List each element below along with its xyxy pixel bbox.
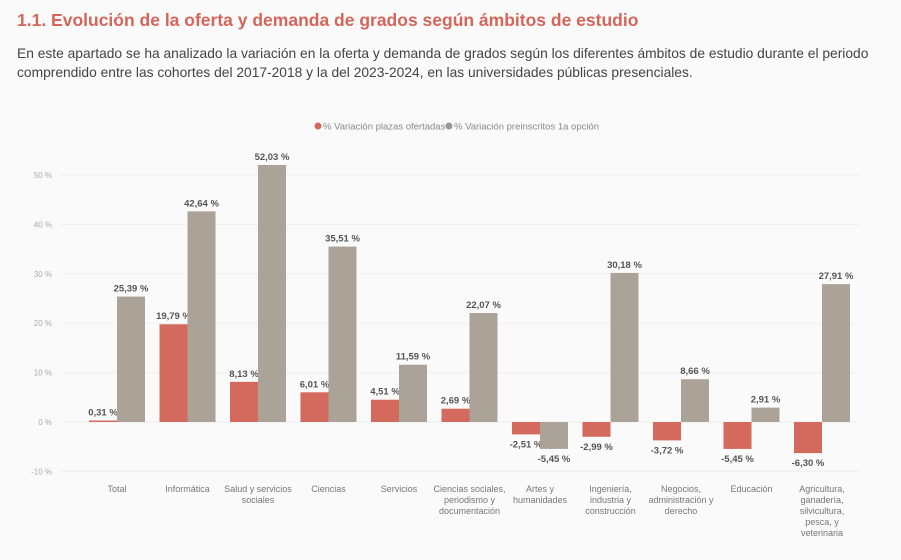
bar: [399, 364, 427, 422]
data-label: 2,91 %: [751, 395, 781, 406]
bar: [653, 422, 681, 441]
data-label: 25,39 %: [114, 284, 149, 295]
x-tick-label: construcción: [585, 506, 636, 516]
x-tick-label: silvicultura,: [800, 506, 845, 516]
bar: [469, 312, 498, 422]
x-tick-label: industria y: [590, 495, 632, 505]
bar: [117, 296, 145, 422]
data-label: 0,31 %: [88, 407, 118, 418]
x-tick-label: Informática: [165, 484, 210, 494]
bar: [328, 246, 357, 422]
y-tick-label: 0 %: [38, 418, 52, 427]
y-tick-label: 10 %: [34, 369, 52, 378]
bar: [794, 422, 822, 454]
bar: [300, 392, 329, 422]
x-tick-label: Artes y: [526, 484, 555, 494]
bar: [230, 381, 258, 422]
data-label: 35,51 %: [325, 234, 360, 245]
data-label: 8,66 %: [680, 366, 710, 377]
y-tick-label: 40 %: [34, 220, 52, 229]
bar: [681, 379, 709, 422]
data-label: 8,13 %: [229, 369, 259, 380]
bar: [258, 164, 286, 422]
data-label: 4,51 %: [370, 387, 400, 398]
data-label: 22,07 %: [466, 300, 501, 311]
legend-label: % Variación preinscritos 1a opción: [454, 122, 599, 133]
bar: [159, 324, 188, 422]
data-label: 11,59 %: [396, 352, 431, 363]
bar: [371, 399, 399, 422]
bar: [89, 420, 117, 422]
bar: [441, 408, 470, 422]
data-label: 6,01 %: [300, 379, 330, 390]
bar: [822, 284, 850, 422]
section-title: 1.1. Evolución de la oferta y demanda de…: [17, 10, 639, 30]
x-tick-label: Ciencias sociales,: [433, 484, 505, 494]
data-label: 19,79 %: [156, 311, 191, 322]
x-tick-label: derecho: [665, 506, 698, 516]
x-tick-label: administración y: [648, 495, 714, 505]
data-label: 27,91 %: [819, 271, 854, 282]
x-tick-label: humanidades: [513, 495, 568, 505]
bar: [540, 422, 568, 449]
intro-text: En este apartado se ha analizado la vari…: [17, 46, 869, 80]
x-tick-label: Agricultura,: [799, 484, 845, 494]
x-tick-label: Total: [107, 484, 126, 494]
x-tick-label: periodismo y: [444, 495, 496, 505]
data-label: -3,72 %: [651, 445, 684, 456]
bar: [582, 422, 611, 437]
data-label: -2,51 %: [510, 439, 543, 450]
x-tick-label: veterinaria: [801, 528, 843, 538]
x-tick-label: Salud y servicios: [224, 484, 292, 494]
x-tick-label: Negocios,: [661, 484, 701, 494]
data-label: 52,03 %: [255, 152, 290, 163]
x-tick-label: sociales: [242, 495, 275, 505]
bar: [512, 422, 540, 435]
x-tick-label: Ciencias: [311, 484, 346, 494]
x-tick-label: Servicios: [381, 484, 418, 494]
data-label: -5,45 %: [538, 454, 571, 465]
x-tick-label: pesca, y: [805, 517, 839, 527]
bar: [610, 272, 639, 422]
legend-marker: [314, 122, 322, 130]
data-label: 30,18 %: [607, 260, 642, 271]
bar: [723, 422, 752, 449]
data-label: -5,45 %: [721, 454, 754, 465]
data-label: 42,64 %: [184, 198, 219, 209]
y-tick-label: 30 %: [34, 270, 52, 279]
x-tick-label: documentación: [439, 506, 500, 516]
x-tick-label: Educación: [730, 484, 772, 494]
y-tick-label: -10 %: [31, 467, 52, 476]
legend-marker: [445, 122, 453, 130]
legend-label: % Variación plazas ofertadas: [323, 122, 446, 133]
bar: [187, 211, 216, 422]
data-label: 2,69 %: [441, 396, 471, 407]
y-tick-label: 50 %: [34, 171, 52, 180]
x-tick-label: Ingeniería,: [589, 484, 632, 494]
x-tick-label: ganadería,: [800, 495, 843, 505]
data-label: -6,30 %: [792, 458, 825, 469]
bar: [751, 407, 780, 422]
y-tick-label: 20 %: [34, 319, 52, 328]
data-label: -2,99 %: [580, 442, 613, 453]
